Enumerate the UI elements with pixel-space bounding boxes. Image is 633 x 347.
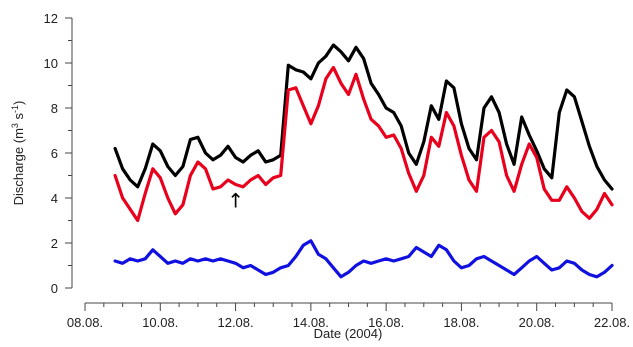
y-tick-label: 2: [51, 236, 58, 251]
y-title-suffix: ): [11, 101, 26, 105]
y-title-prefix: Discharge (m: [11, 128, 26, 205]
middle-discharge-line: [113, 65, 614, 223]
y-tick-label: 8: [51, 101, 58, 116]
series-group: [113, 43, 614, 279]
y-tick-label: 10: [44, 56, 58, 71]
x-ticks: [84, 303, 613, 311]
x-axis-title: Date (2004): [314, 326, 383, 341]
x-tick-label: 14.08.: [293, 315, 329, 330]
y-ticks: [65, 17, 72, 289]
y-tick-labels: 0 2 4 6 8 10 12: [44, 11, 58, 296]
y-title-mid: s: [11, 112, 26, 123]
x-tick-label: 22.08.: [594, 315, 630, 330]
y-tick-label: 0: [51, 281, 58, 296]
x-tick-label: 16.08.: [368, 315, 404, 330]
y-title-sup-minus1: -1: [10, 105, 20, 113]
x-tick-label: 12.08.: [217, 315, 253, 330]
x-tick-label: 08.08.: [67, 315, 103, 330]
total-discharge-line: [113, 43, 614, 191]
baseflow-discharge-line: [113, 239, 614, 279]
y-tick-label: 4: [51, 191, 58, 206]
x-tick-label: 18.08.: [443, 315, 479, 330]
event-arrow-annotation: ↑: [227, 189, 244, 213]
y-tick-label: 6: [51, 146, 58, 161]
x-tick-label: 10.08.: [142, 315, 178, 330]
y-tick-label: 12: [44, 11, 58, 26]
y-axis-title: Discharge (m3 s-1): [10, 101, 26, 206]
x-tick-label: 20.08.: [519, 315, 555, 330]
x-tick-labels: 08.08. 10.08. 12.08. 14.08. 16.08. 18.08. 20.0…: [67, 315, 630, 330]
y-title-sup-3: 3: [10, 123, 20, 128]
